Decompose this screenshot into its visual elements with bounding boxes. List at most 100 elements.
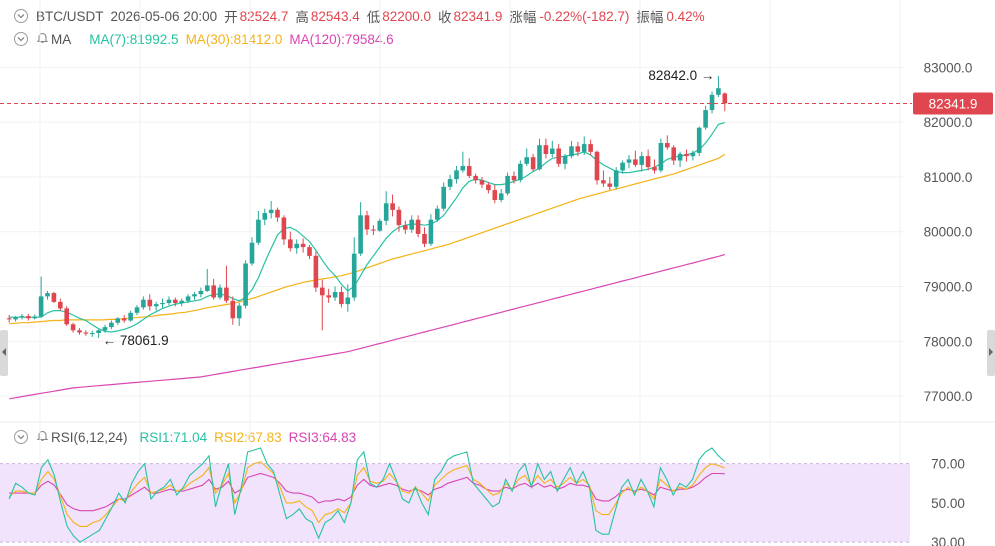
candle-body	[607, 183, 613, 187]
candle-body	[179, 300, 184, 303]
candle-body	[383, 203, 389, 221]
candle-body	[671, 147, 676, 161]
candle-body	[422, 233, 427, 244]
candle-body	[524, 157, 529, 164]
price-axis-tick: 77000.0	[924, 389, 973, 404]
rsi-axis-tick: 50.00	[931, 496, 965, 511]
candle-body	[109, 322, 114, 328]
candle-body	[70, 324, 76, 331]
candle-body	[626, 159, 632, 163]
rsi-band	[0, 463, 910, 543]
rsi-legend: RSI(6,12,24) RSI1:71.04 RSI2:67.83 RSI3:…	[14, 426, 363, 448]
datetime-label: 2026-05-06 20:00	[110, 8, 218, 24]
candle-body	[684, 153, 689, 157]
candle-body	[268, 209, 274, 214]
candle-body	[243, 263, 248, 306]
candle-body	[351, 253, 357, 298]
candle-body	[492, 190, 498, 200]
candle-body	[332, 292, 338, 298]
candle-body	[658, 143, 664, 171]
candle-body	[665, 143, 670, 148]
candle-body	[13, 317, 18, 320]
close-value: 82341.9	[453, 8, 503, 24]
alert-bell-icon[interactable]	[36, 31, 49, 47]
candle-body	[173, 299, 178, 303]
candle-body	[249, 242, 255, 264]
ma120-line	[9, 253, 725, 400]
amplitude-label: 振幅	[636, 10, 664, 25]
candle-body	[102, 327, 108, 331]
candle-body	[115, 318, 121, 323]
candle-body	[403, 225, 408, 230]
ma120-value: MA(120):79584.6	[289, 31, 394, 47]
candle-body	[141, 299, 146, 308]
candle-body	[300, 243, 306, 248]
price-axis-tick: 80000.0	[924, 225, 973, 240]
candle-body	[217, 287, 223, 298]
low-label: 低	[366, 10, 381, 25]
rsi-axis-tick: 70.00	[931, 457, 965, 472]
collapse-chevron-icon[interactable]	[14, 32, 28, 46]
candle-body	[498, 193, 504, 200]
candle-body	[6, 318, 12, 320]
low-price-marker: ← 78061.9	[103, 333, 169, 348]
candle-body	[511, 175, 517, 181]
candle-body	[415, 219, 421, 234]
right-panel-toggle[interactable]	[987, 330, 995, 376]
candle-body	[153, 304, 159, 307]
candle-body	[460, 166, 466, 171]
candle-body	[326, 295, 331, 298]
rsi-axis-tick: 30.00	[931, 535, 965, 546]
candle-body	[275, 209, 280, 218]
candle-body	[454, 170, 459, 180]
candle-body	[198, 290, 204, 295]
candle-body	[192, 294, 197, 297]
current-price-tag	[913, 92, 993, 115]
rsi2-line	[8, 461, 725, 527]
candle-body	[313, 255, 319, 288]
candle-body	[703, 110, 708, 128]
candle-body	[345, 297, 351, 305]
candle-body	[320, 287, 325, 296]
candle-body	[224, 287, 229, 301]
alert-bell-icon[interactable]	[36, 429, 49, 445]
candle-body	[613, 170, 619, 187]
rsi1-value: RSI1:71.04	[139, 429, 208, 445]
candle-body	[83, 332, 89, 334]
collapse-chevron-icon[interactable]	[14, 9, 28, 23]
ma-indicator-name[interactable]: MA	[51, 31, 72, 47]
candle-body	[486, 184, 491, 191]
candle-body	[550, 148, 555, 154]
candle-body	[377, 220, 383, 231]
rsi1-line	[8, 447, 726, 543]
candle-body	[307, 247, 312, 256]
candle-body	[677, 153, 683, 161]
candle-body	[569, 146, 574, 157]
candle-body	[594, 151, 600, 181]
low-value: 82200.0	[382, 8, 432, 24]
high-price-marker: 82842.0 →	[648, 68, 714, 83]
ma30-value: MA(30):81412.0	[185, 31, 283, 47]
candle-body	[96, 330, 101, 333]
candle-body	[51, 293, 57, 302]
candle-body	[371, 229, 376, 231]
price-axis-tick: 79000.0	[924, 280, 973, 295]
ma-legend: MA MA(7):81992.5 MA(30):81412.0 MA(120):…	[14, 28, 401, 50]
candle-body	[121, 318, 127, 321]
current-price-value: 82341.9	[929, 96, 978, 111]
candle-body	[645, 156, 651, 168]
candle-body	[294, 243, 299, 249]
candle-body	[26, 316, 31, 319]
candle-body	[537, 145, 542, 170]
candle-body	[716, 88, 721, 95]
candle-body	[166, 299, 172, 303]
left-panel-toggle[interactable]	[0, 330, 8, 376]
candle-body	[38, 296, 44, 317]
candle-body	[639, 156, 644, 165]
open-value: 82524.7	[239, 8, 289, 24]
collapse-chevron-icon[interactable]	[14, 430, 28, 444]
rsi-indicator-name[interactable]: RSI(6,12,24)	[51, 429, 128, 445]
price-axis-tick: 82000.0	[924, 115, 973, 130]
candle-body	[358, 215, 363, 254]
